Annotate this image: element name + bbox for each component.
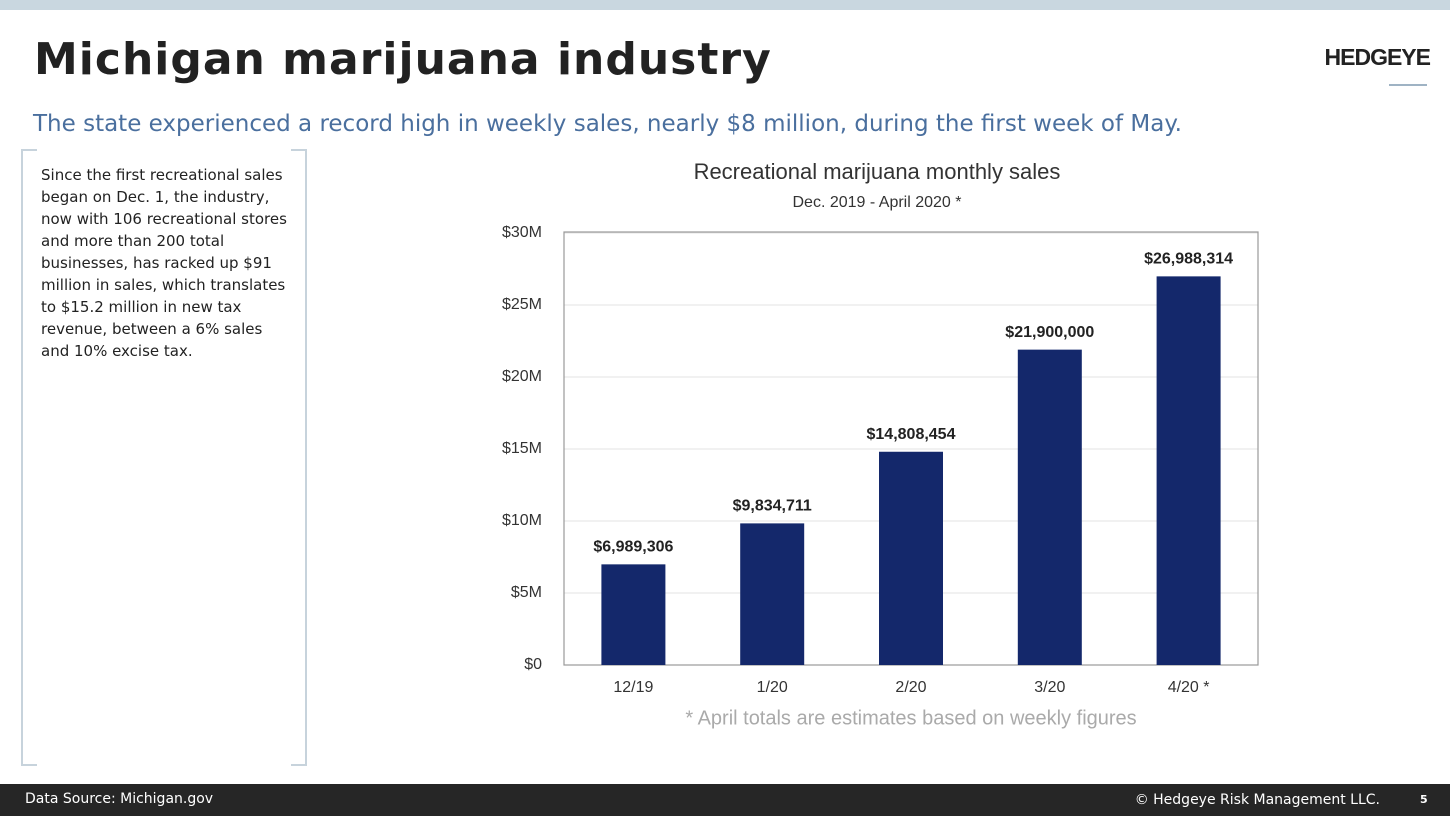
bracket-right: [291, 149, 307, 766]
x-tick-label: 3/20: [1034, 679, 1065, 696]
logo-underline: [1389, 84, 1427, 86]
x-tick-label: 2/20: [895, 679, 926, 696]
y-tick-label: $15M: [502, 440, 542, 457]
data-label: $14,808,454: [867, 426, 956, 443]
x-tick-label: 12/19: [613, 679, 653, 696]
bar: [1156, 276, 1221, 665]
sidebar-text: Since the first recreational sales began…: [41, 166, 287, 360]
data-label: $6,989,306: [593, 539, 673, 556]
bracket-left: [21, 149, 37, 766]
chart: Recreational marijuana monthly sales Dec…: [502, 159, 1259, 729]
top-strip: [0, 0, 1450, 10]
bar: [601, 564, 666, 665]
bar: [740, 523, 805, 665]
y-tick-label: $30M: [502, 224, 542, 241]
y-tick-label: $20M: [502, 368, 542, 385]
chart-subtitle: Dec. 2019 - April 2020 *: [793, 194, 962, 211]
page-number: 5: [1420, 793, 1428, 806]
logo: HEDGEYE: [1324, 44, 1431, 70]
chart-note: * April totals are estimates based on we…: [685, 707, 1136, 729]
footer-copyright: © Hedgeye Risk Management LLC.: [1134, 792, 1380, 808]
x-tick-label: 4/20 *: [1168, 679, 1210, 696]
data-label: $9,834,711: [733, 498, 812, 515]
footer-bar: [0, 784, 1450, 816]
y-tick-label: $0: [524, 656, 542, 673]
footer-source: Data Source: Michigan.gov: [25, 791, 214, 807]
bar: [1017, 349, 1082, 665]
subtitle: The state experienced a record high in w…: [33, 111, 1182, 137]
y-tick-label: $10M: [502, 512, 542, 529]
chart-title: Recreational marijuana monthly sales: [694, 159, 1061, 184]
title: Michigan marijuana industry: [34, 34, 772, 85]
data-label: $26,988,314: [1144, 251, 1233, 268]
bar: [879, 451, 943, 665]
y-tick-label: $5M: [511, 584, 542, 601]
data-label: $21,900,000: [1005, 324, 1094, 341]
y-tick-label: $25M: [502, 296, 542, 313]
x-tick-label: 1/20: [757, 679, 788, 696]
